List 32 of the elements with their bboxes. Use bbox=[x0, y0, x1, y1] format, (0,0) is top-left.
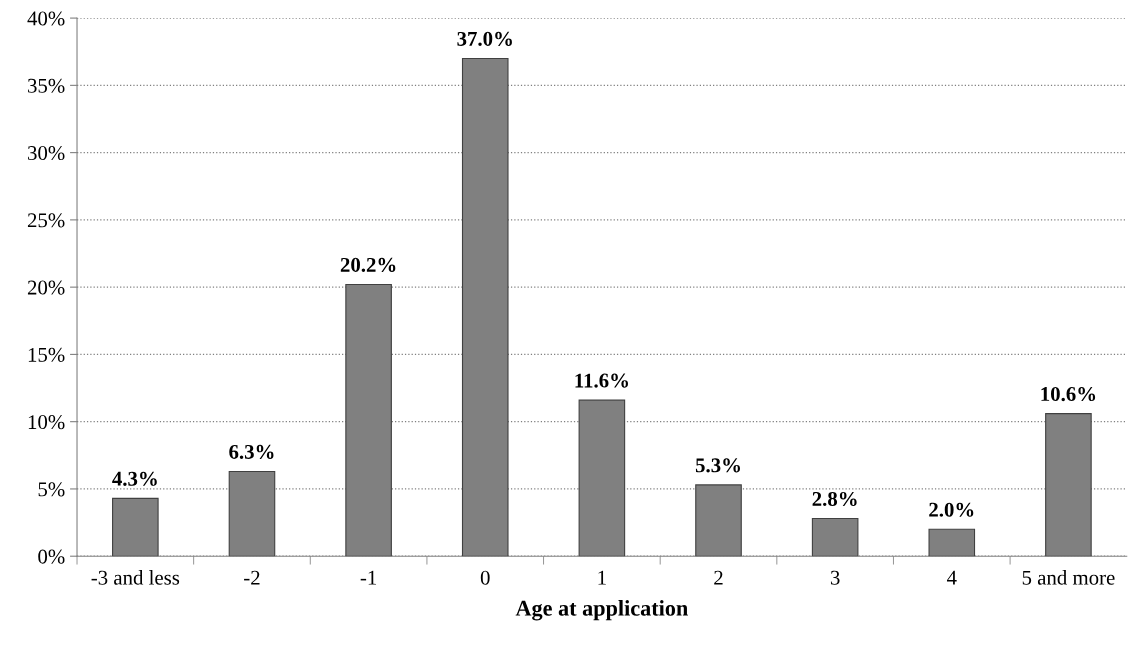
bar bbox=[578, 399, 626, 557]
data-label: 20.2% bbox=[340, 257, 396, 272]
x-tick-label: -3 and less bbox=[91, 570, 180, 585]
data-label: 37.0% bbox=[457, 31, 512, 46]
y-tick-label: 15% bbox=[28, 347, 65, 362]
y-tick-label: 0% bbox=[38, 549, 65, 564]
y-tick-label: 40% bbox=[27, 11, 65, 26]
x-axis-title: Age at application bbox=[515, 600, 688, 621]
data-label: 4.3% bbox=[112, 471, 157, 486]
data-label: 5.3% bbox=[695, 458, 740, 473]
y-tick-label: 10% bbox=[28, 415, 65, 430]
y-tick-label: 20% bbox=[27, 280, 65, 295]
x-tick-label: -1 bbox=[360, 570, 377, 585]
x-tick-label: 5 and more bbox=[1022, 570, 1115, 585]
y-tick-label: 25% bbox=[27, 213, 65, 228]
data-label: 6.3% bbox=[229, 444, 274, 459]
x-tick-label: 2 bbox=[714, 570, 723, 585]
bar bbox=[112, 497, 159, 557]
x-tick-label: -2 bbox=[244, 570, 260, 585]
bar bbox=[811, 517, 859, 557]
x-tick-label: 4 bbox=[946, 570, 957, 585]
data-label: 10.6% bbox=[1041, 386, 1096, 402]
x-tick-label: 1 bbox=[598, 570, 606, 585]
y-tick-label: 35% bbox=[28, 78, 65, 93]
x-tick-label: 0 bbox=[480, 570, 490, 585]
data-label: 11.6% bbox=[575, 373, 628, 388]
bar bbox=[928, 528, 976, 557]
data-label: 2.0% bbox=[929, 502, 974, 517]
y-tick-label: 5% bbox=[38, 482, 65, 497]
x-tick-label: 3 bbox=[830, 570, 840, 585]
data-label: 2.8% bbox=[812, 491, 857, 507]
y-tick-label: 30% bbox=[28, 145, 65, 161]
